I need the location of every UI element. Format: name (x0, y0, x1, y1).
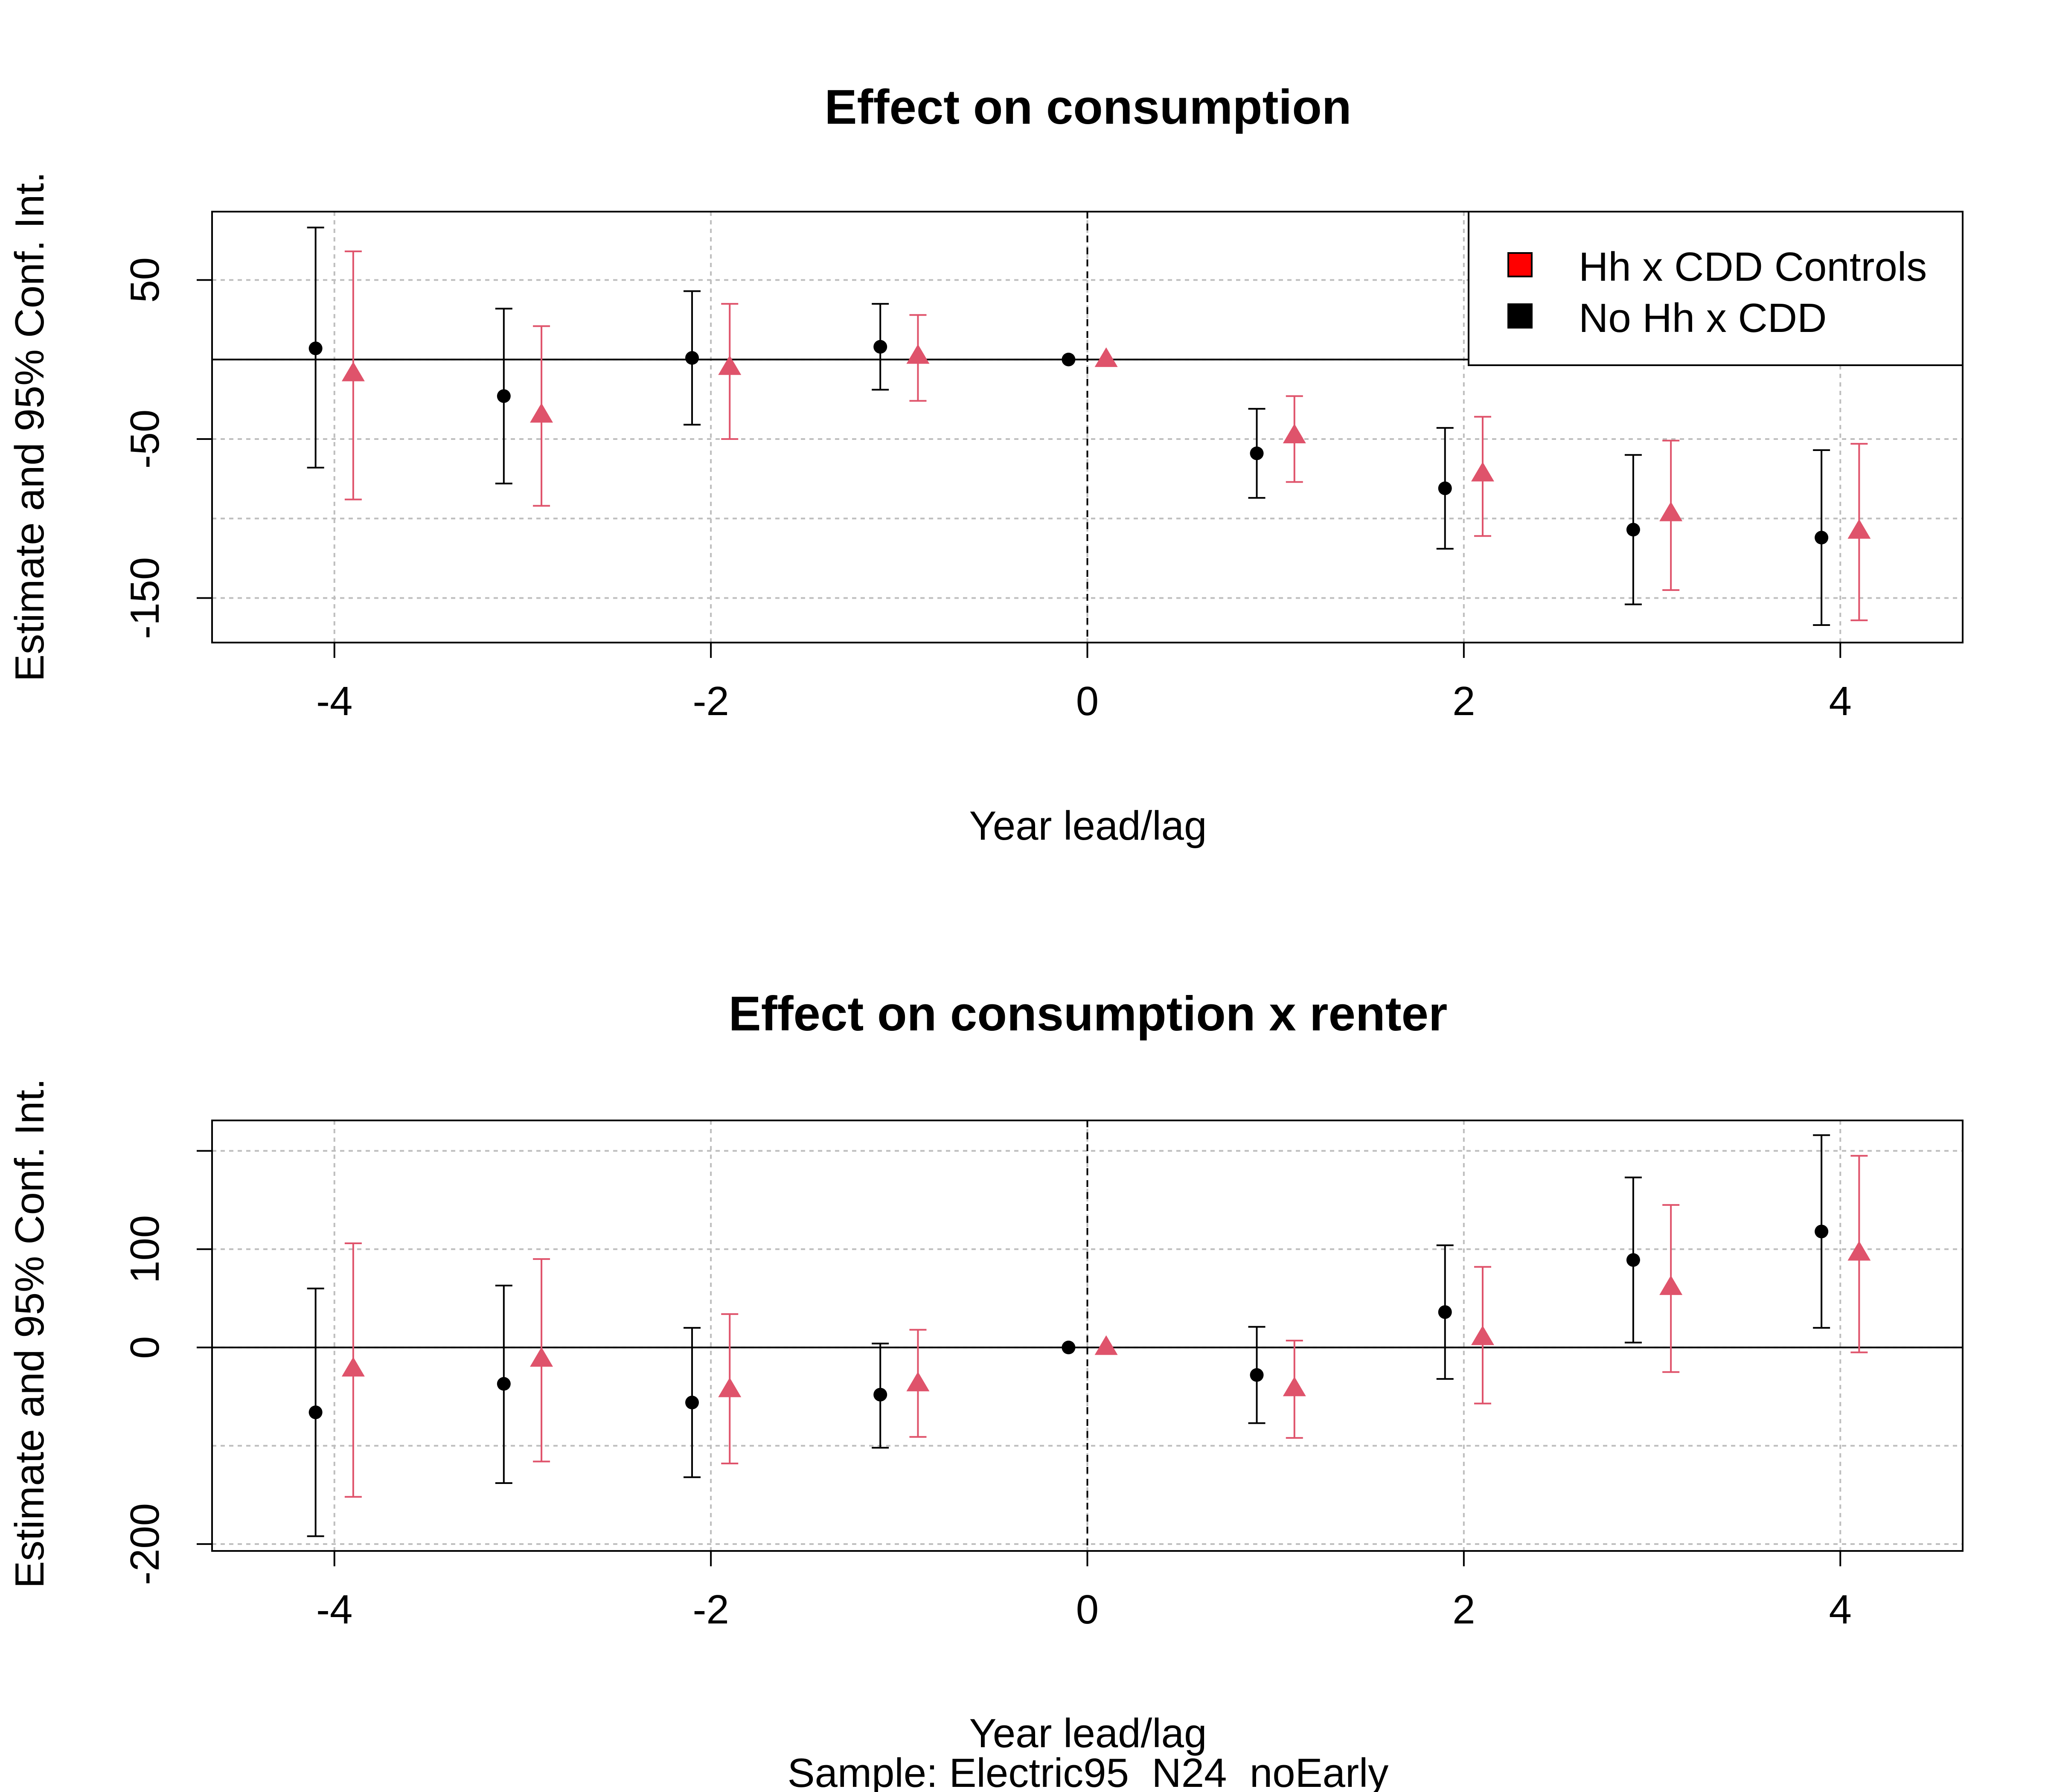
data-point-triangle (718, 1377, 742, 1397)
x-tick-label: 0 (1076, 1587, 1099, 1632)
data-point-triangle (1847, 1241, 1871, 1261)
data-point-circle (873, 1388, 887, 1402)
y-tick-label: 100 (122, 1215, 168, 1283)
data-point-circle (1250, 1368, 1264, 1382)
chart-title: Effect on consumption (825, 80, 1352, 134)
x-tick-label: -2 (692, 1587, 729, 1632)
data-point-triangle (341, 1357, 365, 1377)
data-point-circle (1062, 1341, 1076, 1355)
data-point-triangle (1471, 1325, 1494, 1345)
data-point-circle (1626, 1253, 1640, 1267)
x-tick-label: 4 (1829, 1587, 1852, 1632)
data-point-circle (873, 340, 887, 354)
data-point-triangle (906, 1371, 930, 1391)
data-point-circle (1626, 523, 1640, 537)
data-point-triangle (1659, 501, 1683, 521)
x-tick-label: 2 (1452, 678, 1475, 724)
x-tick-label: 4 (1829, 678, 1852, 724)
legend-swatch-red (1507, 252, 1533, 277)
data-point-triangle (1847, 519, 1871, 539)
chart-title: Effect on consumption x renter (729, 987, 1448, 1041)
y-tick-label: -200 (122, 1503, 168, 1585)
data-point-circle (308, 1405, 323, 1420)
data-point-triangle (341, 361, 365, 381)
data-point-triangle (530, 1347, 553, 1367)
data-point-triangle (906, 344, 930, 364)
data-point-circle (1438, 1305, 1452, 1319)
legend-entry-no-hh-x-cdd: No Hh x CDD (1579, 295, 1827, 341)
data-point-triangle (1094, 1335, 1118, 1355)
data-point-circle (308, 341, 323, 355)
x-axis-label: Year lead/lag (969, 803, 1207, 849)
y-tick-label: 0 (122, 1336, 168, 1359)
panel-effect-on-consumption-x-renter: Effect on consumption x renter Year lead… (7, 987, 1964, 1756)
data-point-circle (1815, 531, 1829, 545)
data-point-circle (497, 389, 511, 403)
panel-effect-on-consumption: Effect on consumption Year lead/lag Esti… (7, 80, 1964, 849)
data-point-triangle (1283, 1376, 1306, 1396)
data-point-triangle (1659, 1275, 1683, 1295)
x-tick-label: -2 (692, 678, 729, 724)
data-point-circle (1250, 446, 1264, 460)
x-tick-label: 2 (1452, 1587, 1475, 1632)
data-point-circle (1815, 1225, 1829, 1239)
data-point-triangle (718, 355, 742, 375)
y-axis-label: Estimate and 95% Conf. Int. (7, 172, 52, 681)
y-tick-label: -150 (122, 557, 168, 639)
legend-box (1468, 211, 1964, 366)
data-point-triangle (1283, 423, 1306, 443)
data-point-triangle (1094, 347, 1118, 367)
x-axis-label: Year lead/lag (969, 1711, 1207, 1756)
data-point-circle (1438, 481, 1452, 495)
legend-swatch-black (1507, 303, 1533, 329)
y-tick-label: -50 (122, 410, 168, 469)
data-point-circle (685, 1396, 699, 1410)
x-tick-label: -4 (316, 1587, 352, 1632)
sample-subtitle: Sample: Electric95_N24_noEarly (788, 1750, 1389, 1792)
data-point-circle (1062, 352, 1076, 367)
y-axis-label: Estimate and 95% Conf. Int. (7, 1078, 52, 1588)
legend: Hh x CDD Controls No Hh x CDD (1468, 211, 1964, 366)
data-point-triangle (530, 403, 553, 423)
data-point-triangle (1471, 462, 1494, 482)
x-tick-label: -4 (316, 678, 352, 724)
x-tick-label: 0 (1076, 678, 1099, 724)
legend-entry-hh-x-cdd-controls: Hh x CDD Controls (1579, 244, 1927, 290)
y-tick-label: 50 (122, 257, 168, 303)
data-point-circle (685, 351, 699, 365)
data-point-circle (497, 1377, 511, 1391)
